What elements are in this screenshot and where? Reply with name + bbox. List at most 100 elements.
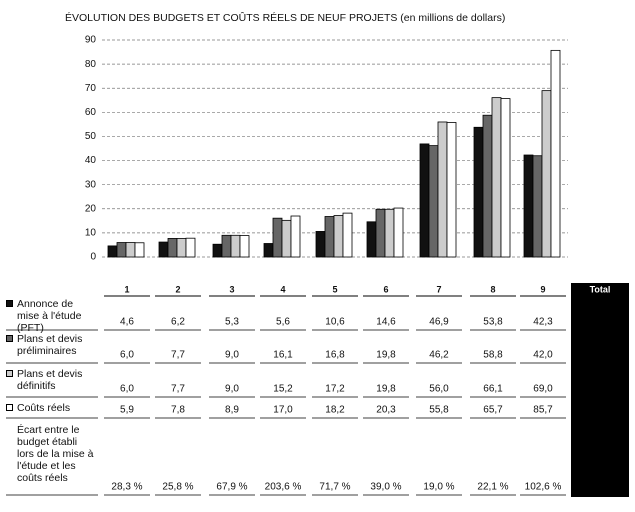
row-label: Coûts réels bbox=[6, 402, 98, 414]
table-value: 85,7 bbox=[533, 405, 553, 416]
table-value: 56,0 bbox=[429, 384, 449, 395]
table-value: 7,7 bbox=[171, 384, 185, 395]
row-label: Écart entre le budget établi lors de la … bbox=[17, 424, 94, 484]
bar bbox=[428, 145, 439, 258]
table-value: 5,3 bbox=[225, 317, 239, 328]
table-value: 16,1 bbox=[273, 350, 293, 361]
bar bbox=[185, 237, 196, 258]
bar bbox=[324, 216, 335, 258]
table-value: 7,8 bbox=[171, 405, 185, 416]
difference-value: 25,8 % bbox=[162, 482, 193, 493]
table-value: 46,9 bbox=[429, 317, 449, 328]
x-tick-label: 5 bbox=[332, 284, 337, 294]
chart-title: ÉVOLUTION DES BUDGETS ET COÛTS RÉELS DE … bbox=[65, 11, 505, 24]
bar bbox=[541, 90, 552, 258]
bar bbox=[437, 121, 448, 258]
y-tick-label: 90 bbox=[85, 35, 97, 46]
table-value: 5,9 bbox=[120, 405, 134, 416]
legend-swatch bbox=[6, 335, 13, 342]
bar bbox=[239, 235, 250, 258]
bar bbox=[419, 143, 430, 258]
legend-label: Plans et devis définitifs bbox=[17, 368, 83, 392]
bar bbox=[384, 208, 395, 258]
bar bbox=[342, 212, 353, 258]
difference-value: 102,6 % bbox=[525, 482, 562, 493]
bar bbox=[116, 242, 127, 258]
bar bbox=[550, 49, 561, 258]
bar bbox=[500, 98, 511, 258]
y-tick-label: 30 bbox=[85, 179, 97, 190]
table-value: 6,0 bbox=[120, 350, 134, 361]
table-value: 19,8 bbox=[376, 350, 396, 361]
bar bbox=[134, 242, 145, 258]
bar bbox=[281, 219, 292, 258]
bar bbox=[315, 231, 326, 258]
table-value: 53,8 bbox=[483, 317, 503, 328]
x-tick-label: 2 bbox=[175, 284, 180, 294]
row-label: Annonce de mise à l'étude (PFT) bbox=[6, 298, 98, 334]
table-value: 65,7 bbox=[483, 405, 503, 416]
bar bbox=[375, 208, 386, 258]
table-value: 55,8 bbox=[429, 405, 449, 416]
table-value: 17,2 bbox=[325, 384, 345, 395]
table-value: 18,2 bbox=[325, 405, 345, 416]
y-tick-label: 60 bbox=[85, 107, 97, 118]
legend-swatch bbox=[6, 370, 13, 377]
difference-value: 39,0 % bbox=[370, 482, 401, 493]
total-header: Total bbox=[590, 284, 611, 294]
x-tick-label: 4 bbox=[280, 284, 285, 294]
bar bbox=[230, 234, 241, 258]
bar bbox=[272, 217, 283, 258]
table-value: 9,0 bbox=[225, 350, 239, 361]
bar bbox=[167, 238, 178, 258]
y-tick-label: 80 bbox=[85, 59, 97, 70]
bar bbox=[532, 155, 543, 258]
x-tick-label: 9 bbox=[540, 284, 545, 294]
difference-value: 22,1 % bbox=[477, 482, 508, 493]
table-value: 10,6 bbox=[325, 317, 345, 328]
table-value: 14,6 bbox=[376, 317, 396, 328]
table-value: 4,6 bbox=[120, 317, 134, 328]
bar bbox=[446, 122, 457, 258]
bar bbox=[176, 238, 187, 258]
table-value: 7,7 bbox=[171, 350, 185, 361]
legend-label: Coûts réels bbox=[17, 402, 71, 414]
row-label: Plans et devis préliminaires bbox=[6, 333, 98, 357]
bar bbox=[221, 234, 232, 258]
table-value: 16,8 bbox=[325, 350, 345, 361]
difference-value: 19,0 % bbox=[423, 482, 454, 493]
difference-value: 203,6 % bbox=[265, 482, 302, 493]
difference-value: 67,9 % bbox=[216, 482, 247, 493]
bar bbox=[263, 243, 274, 258]
bar bbox=[482, 114, 493, 258]
table-value: 8,9 bbox=[225, 405, 239, 416]
x-tick-label: 6 bbox=[383, 284, 388, 294]
table-value: 66,1 bbox=[483, 384, 503, 395]
bar bbox=[107, 245, 118, 258]
bar bbox=[393, 207, 404, 258]
bar bbox=[491, 97, 502, 258]
total-column bbox=[571, 283, 629, 497]
bar bbox=[125, 242, 136, 258]
x-tick-label: 1 bbox=[124, 284, 129, 294]
table-value: 20,3 bbox=[376, 405, 396, 416]
table-value: 9,0 bbox=[225, 384, 239, 395]
table-value: 6,0 bbox=[120, 384, 134, 395]
y-tick-label: 70 bbox=[85, 83, 97, 94]
table-value: 42,0 bbox=[533, 350, 553, 361]
table-value: 15,2 bbox=[273, 384, 293, 395]
y-tick-label: 0 bbox=[90, 252, 96, 263]
table-value: 69,0 bbox=[533, 384, 553, 395]
table-value: 19,8 bbox=[376, 384, 396, 395]
legend-label: Plans et devis préliminaires bbox=[17, 333, 83, 357]
legend-swatch bbox=[6, 404, 13, 411]
table-value: 58,8 bbox=[483, 350, 503, 361]
row-label: Plans et devis définitifs bbox=[6, 368, 98, 392]
table-value: 42,3 bbox=[533, 317, 553, 328]
bar bbox=[366, 221, 377, 258]
table-value: 5,6 bbox=[276, 317, 290, 328]
table-value: 17,0 bbox=[273, 405, 293, 416]
x-tick-label: 3 bbox=[229, 284, 234, 294]
